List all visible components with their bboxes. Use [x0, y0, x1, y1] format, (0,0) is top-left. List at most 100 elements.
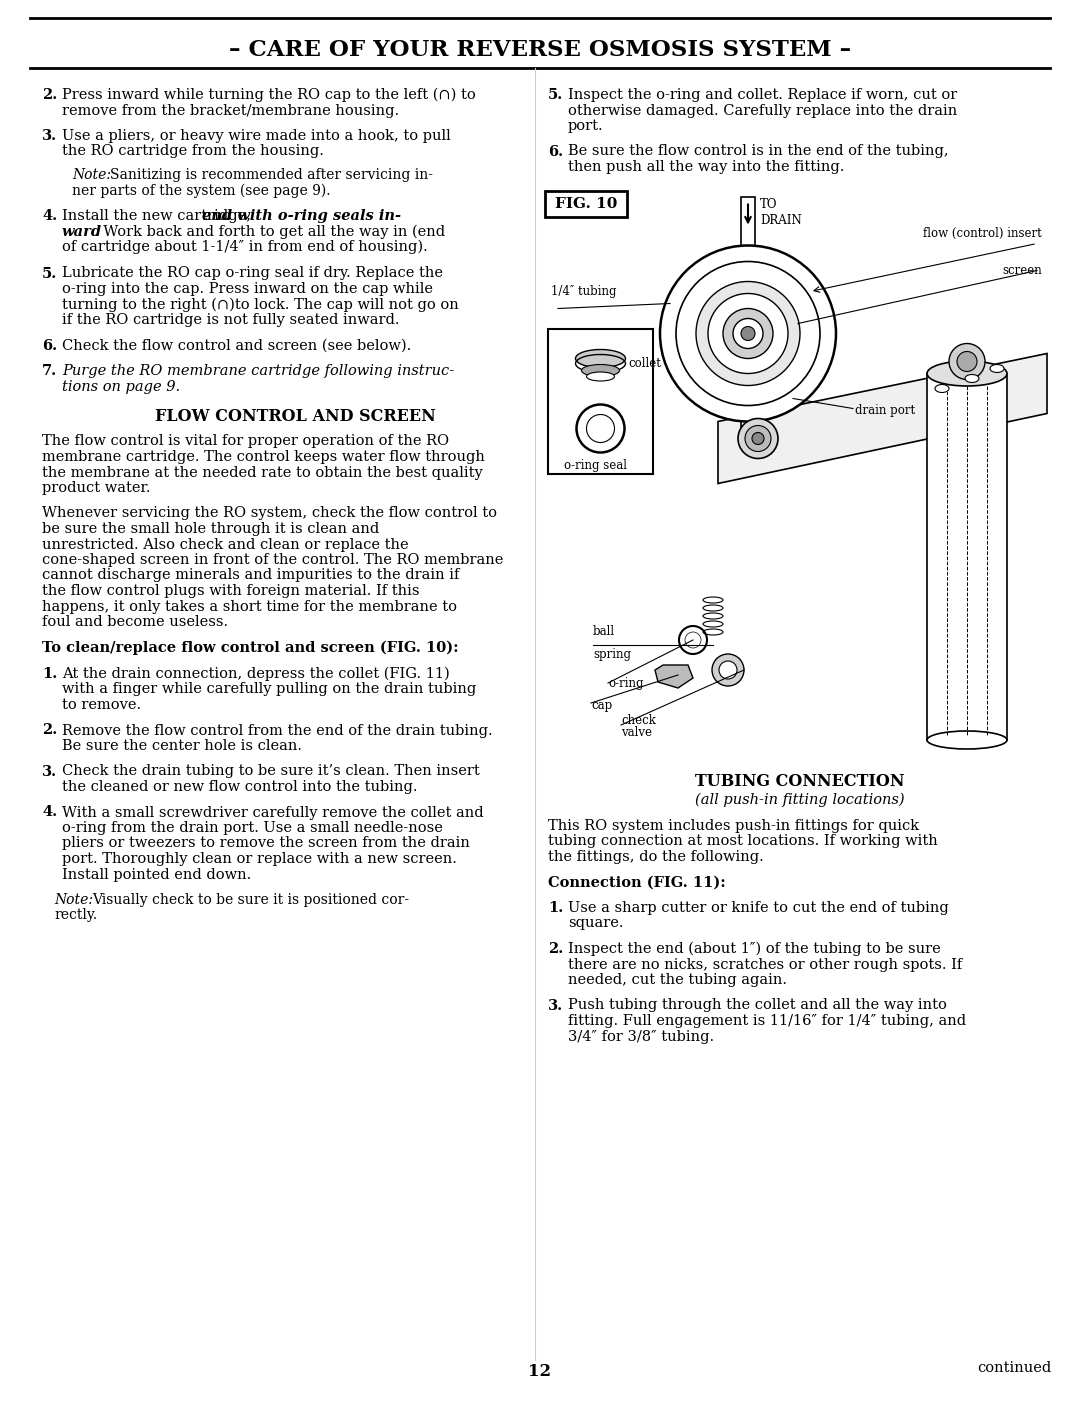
- Text: 2.: 2.: [548, 942, 564, 956]
- Text: o-ring into the cap. Press inward on the cap while: o-ring into the cap. Press inward on the…: [62, 282, 433, 296]
- Bar: [741, 196, 755, 251]
- Text: port.: port.: [568, 119, 604, 133]
- Ellipse shape: [586, 372, 615, 381]
- Text: the RO cartridge from the housing.: the RO cartridge from the housing.: [62, 144, 324, 158]
- Text: be sure the small hole through it is clean and: be sure the small hole through it is cle…: [42, 522, 379, 536]
- Text: the flow control plugs with foreign material. If this: the flow control plugs with foreign mate…: [42, 585, 419, 599]
- Text: pliers or tweezers to remove the screen from the drain: pliers or tweezers to remove the screen …: [62, 837, 470, 851]
- Circle shape: [738, 419, 778, 458]
- Text: to remove.: to remove.: [62, 698, 141, 712]
- Text: the membrane at the needed rate to obtain the best quality: the membrane at the needed rate to obtai…: [42, 465, 483, 479]
- Text: fitting. Full engagement is 11/16″ for 1/4″ tubing, and: fitting. Full engagement is 11/16″ for 1…: [568, 1014, 967, 1028]
- Text: FLOW CONTROL AND SCREEN: FLOW CONTROL AND SCREEN: [154, 408, 435, 425]
- Text: Install the new cartridge,: Install the new cartridge,: [62, 209, 256, 223]
- Text: happens, it only takes a short time for the membrane to: happens, it only takes a short time for …: [42, 600, 457, 614]
- Text: cone-shaped screen in front of the control. The RO membrane: cone-shaped screen in front of the contr…: [42, 552, 503, 566]
- Text: TO
DRAIN: TO DRAIN: [760, 199, 801, 227]
- Circle shape: [660, 245, 836, 422]
- Circle shape: [712, 653, 744, 686]
- Polygon shape: [654, 665, 693, 688]
- Polygon shape: [718, 353, 1047, 484]
- Bar: [927, 373, 1007, 740]
- Circle shape: [745, 425, 771, 451]
- Text: ward: ward: [62, 224, 103, 238]
- Text: Be sure the center hole is clean.: Be sure the center hole is clean.: [62, 739, 302, 753]
- Text: (all push-in fitting locations): (all push-in fitting locations): [696, 792, 905, 808]
- Text: cannot discharge minerals and impurities to the drain if: cannot discharge minerals and impurities…: [42, 568, 459, 582]
- Ellipse shape: [927, 730, 1007, 749]
- Text: FIG. 10: FIG. 10: [555, 196, 617, 210]
- Text: ball: ball: [593, 625, 616, 638]
- Text: o-ring: o-ring: [608, 677, 644, 690]
- Text: 2.: 2.: [42, 88, 57, 102]
- Circle shape: [957, 352, 977, 372]
- Text: 5.: 5.: [548, 88, 564, 102]
- Text: 3.: 3.: [548, 998, 563, 1012]
- Text: 12: 12: [528, 1363, 552, 1380]
- Text: needed, cut the tubing again.: needed, cut the tubing again.: [568, 973, 787, 987]
- Text: turning to the right (∩)to lock. The cap will not go on: turning to the right (∩)to lock. The cap…: [62, 297, 459, 311]
- Ellipse shape: [927, 360, 1007, 386]
- Text: 5.: 5.: [42, 266, 57, 280]
- Text: TUBING CONNECTION: TUBING CONNECTION: [696, 773, 905, 789]
- Text: 4.: 4.: [42, 806, 57, 820]
- Text: there are no nicks, scratches or other rough spots. If: there are no nicks, scratches or other r…: [568, 958, 962, 972]
- Text: product water.: product water.: [42, 481, 150, 495]
- Text: o-ring seal: o-ring seal: [564, 458, 627, 471]
- Text: membrane cartridge. The control keeps water flow through: membrane cartridge. The control keeps wa…: [42, 450, 485, 464]
- Text: remove from the bracket/membrane housing.: remove from the bracket/membrane housing…: [62, 104, 400, 118]
- Text: 1.: 1.: [42, 667, 57, 681]
- Text: Connection (FIG. 11):: Connection (FIG. 11):: [548, 875, 726, 889]
- Text: Remove the flow control from the end of the drain tubing.: Remove the flow control from the end of …: [62, 723, 492, 737]
- Text: To clean/replace flow control and screen (FIG. 10):: To clean/replace flow control and screen…: [42, 641, 459, 655]
- Text: ner parts of the system (see page 9).: ner parts of the system (see page 9).: [72, 184, 330, 198]
- Text: Press inward while turning the RO cap to the left (∩) to: Press inward while turning the RO cap to…: [62, 88, 476, 102]
- Text: o-ring from the drain port. Use a small needle-nose: o-ring from the drain port. Use a small …: [62, 822, 443, 836]
- Text: square.: square.: [568, 917, 623, 931]
- Text: foul and become useless.: foul and become useless.: [42, 615, 228, 629]
- Circle shape: [708, 293, 788, 373]
- Text: Lubricate the RO cap o-ring seal if dry. Replace the: Lubricate the RO cap o-ring seal if dry.…: [62, 266, 443, 280]
- Text: Inspect the end (about 1″) of the tubing to be sure: Inspect the end (about 1″) of the tubing…: [568, 942, 941, 956]
- Circle shape: [741, 327, 755, 341]
- Circle shape: [949, 343, 985, 380]
- Text: check: check: [621, 714, 656, 728]
- Text: Check the flow control and screen (see below).: Check the flow control and screen (see b…: [62, 338, 411, 352]
- Text: 1/4″ tubing: 1/4″ tubing: [551, 286, 617, 299]
- Text: Check the drain tubing to be sure it’s clean. Then insert: Check the drain tubing to be sure it’s c…: [62, 764, 480, 778]
- Text: Be sure the flow control is in the end of the tubing,: Be sure the flow control is in the end o…: [568, 144, 948, 158]
- Text: Sanitizing is recommended after servicing in-: Sanitizing is recommended after servicin…: [110, 168, 433, 182]
- Text: tions on page 9.: tions on page 9.: [62, 380, 180, 394]
- Text: then push all the way into the fitting.: then push all the way into the fitting.: [568, 160, 845, 174]
- Circle shape: [733, 318, 762, 349]
- Text: – CARE OF YOUR REVERSE OSMOSIS SYSTEM –: – CARE OF YOUR REVERSE OSMOSIS SYSTEM –: [229, 39, 851, 62]
- Text: Install pointed end down.: Install pointed end down.: [62, 868, 252, 882]
- Text: of cartridge about 1-1/4″ in from end of housing).: of cartridge about 1-1/4″ in from end of…: [62, 240, 428, 254]
- Text: collet: collet: [629, 358, 661, 370]
- Text: unrestricted. Also check and clean or replace the: unrestricted. Also check and clean or re…: [42, 537, 408, 551]
- Bar: [545, 191, 627, 216]
- Text: 3.: 3.: [42, 764, 57, 778]
- Text: rectly.: rectly.: [54, 908, 97, 923]
- Text: 6.: 6.: [42, 338, 57, 352]
- Text: 7.: 7.: [42, 365, 57, 379]
- Text: continued: continued: [977, 1361, 1052, 1375]
- Text: With a small screwdriver carefully remove the collet and: With a small screwdriver carefully remov…: [62, 806, 484, 820]
- Text: . Work back and forth to get all the way in (end: . Work back and forth to get all the way…: [94, 224, 445, 238]
- Text: the fittings, do the following.: the fittings, do the following.: [548, 850, 764, 864]
- Text: This RO system includes push-in fittings for quick: This RO system includes push-in fittings…: [548, 819, 919, 833]
- Text: Push tubing through the collet and all the way into: Push tubing through the collet and all t…: [568, 998, 947, 1012]
- Text: 4.: 4.: [42, 209, 57, 223]
- Text: Purge the RO membrane cartridge following instruc-: Purge the RO membrane cartridge followin…: [62, 365, 455, 379]
- Ellipse shape: [581, 365, 620, 377]
- Ellipse shape: [966, 374, 978, 383]
- Text: Inspect the o-ring and collet. Replace if worn, cut or: Inspect the o-ring and collet. Replace i…: [568, 88, 957, 102]
- Ellipse shape: [990, 365, 1004, 373]
- Text: 1.: 1.: [548, 901, 564, 916]
- Text: cap: cap: [591, 698, 612, 711]
- Text: 2.: 2.: [42, 723, 57, 737]
- Text: valve: valve: [621, 726, 652, 739]
- Text: The flow control is vital for proper operation of the RO: The flow control is vital for proper ope…: [42, 435, 449, 449]
- Text: spring: spring: [593, 648, 631, 660]
- Text: port. Thoroughly clean or replace with a new screen.: port. Thoroughly clean or replace with a…: [62, 852, 457, 866]
